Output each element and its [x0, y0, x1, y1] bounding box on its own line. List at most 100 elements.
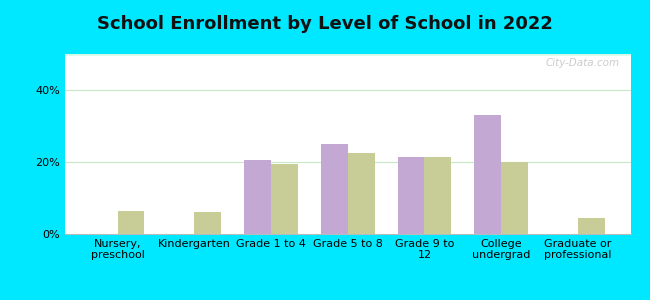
Bar: [65, 54, 630, 55]
Bar: [65, 55, 630, 56]
Bar: [65, 54, 630, 55]
Bar: [65, 55, 630, 56]
Bar: [65, 55, 630, 56]
Bar: [65, 55, 630, 56]
Bar: [65, 55, 630, 56]
Bar: [65, 55, 630, 56]
Bar: [65, 54, 630, 55]
Bar: [65, 55, 630, 56]
Bar: [65, 55, 630, 56]
Bar: [65, 55, 630, 56]
Bar: [65, 55, 630, 56]
Bar: [65, 55, 630, 56]
Bar: [65, 54, 630, 55]
Bar: [65, 55, 630, 56]
Bar: [65, 54, 630, 55]
Bar: [65, 54, 630, 55]
Bar: [65, 54, 630, 55]
Bar: [65, 54, 630, 55]
Bar: [65, 55, 630, 56]
Bar: [65, 55, 630, 56]
Bar: [65, 54, 630, 55]
Bar: [65, 55, 630, 56]
Bar: [65, 54, 630, 55]
Bar: [65, 55, 630, 56]
Bar: [65, 55, 630, 56]
Bar: [65, 54, 630, 55]
Bar: [65, 54, 630, 55]
Bar: [65, 55, 630, 56]
Bar: [65, 55, 630, 56]
Bar: [65, 54, 630, 55]
Bar: [65, 55, 630, 56]
Bar: [271, 164, 298, 234]
Bar: [65, 55, 630, 56]
Bar: [65, 54, 630, 55]
Bar: [65, 55, 630, 56]
Bar: [65, 55, 630, 56]
Bar: [65, 54, 630, 55]
Bar: [65, 55, 630, 56]
Bar: [65, 54, 630, 55]
Bar: [65, 55, 630, 56]
Bar: [65, 54, 630, 55]
Bar: [65, 55, 630, 56]
Text: City-Data.com: City-Data.com: [545, 58, 619, 68]
Bar: [65, 55, 630, 56]
Bar: [65, 55, 630, 56]
Bar: [65, 54, 630, 55]
Bar: [65, 55, 630, 56]
Bar: [65, 54, 630, 55]
Bar: [65, 55, 630, 56]
Bar: [65, 54, 630, 55]
Bar: [65, 54, 630, 55]
Bar: [65, 54, 630, 55]
Bar: [65, 55, 630, 56]
Bar: [65, 55, 630, 56]
Bar: [65, 54, 630, 55]
Bar: [65, 54, 630, 55]
Bar: [65, 55, 630, 56]
Bar: [65, 54, 630, 55]
Bar: [65, 55, 630, 56]
Bar: [65, 55, 630, 56]
Bar: [65, 54, 630, 55]
Bar: [65, 55, 630, 56]
Bar: [65, 54, 630, 55]
Bar: [65, 54, 630, 55]
Bar: [65, 55, 630, 56]
Bar: [65, 55, 630, 56]
Bar: [65, 55, 630, 56]
Bar: [65, 54, 630, 55]
Bar: [65, 55, 630, 56]
Bar: [65, 55, 630, 56]
Bar: [65, 54, 630, 55]
Bar: [65, 54, 630, 55]
Bar: [65, 55, 630, 56]
Bar: [65, 55, 630, 56]
Bar: [65, 54, 630, 55]
Bar: [65, 54, 630, 55]
Bar: [501, 162, 528, 234]
Bar: [65, 55, 630, 56]
Bar: [65, 54, 630, 55]
Bar: [65, 55, 630, 56]
Bar: [65, 54, 630, 55]
Bar: [65, 54, 630, 55]
Bar: [65, 55, 630, 56]
Bar: [65, 54, 630, 55]
Bar: [65, 54, 630, 55]
Bar: [65, 54, 630, 55]
Bar: [65, 55, 630, 56]
Bar: [65, 55, 630, 56]
Bar: [65, 54, 630, 55]
Bar: [65, 54, 630, 55]
Bar: [65, 54, 630, 55]
Bar: [65, 55, 630, 56]
Bar: [65, 54, 630, 55]
Bar: [65, 54, 630, 55]
Bar: [65, 54, 630, 55]
Bar: [65, 55, 630, 56]
Bar: [65, 55, 630, 56]
Bar: [65, 55, 630, 56]
